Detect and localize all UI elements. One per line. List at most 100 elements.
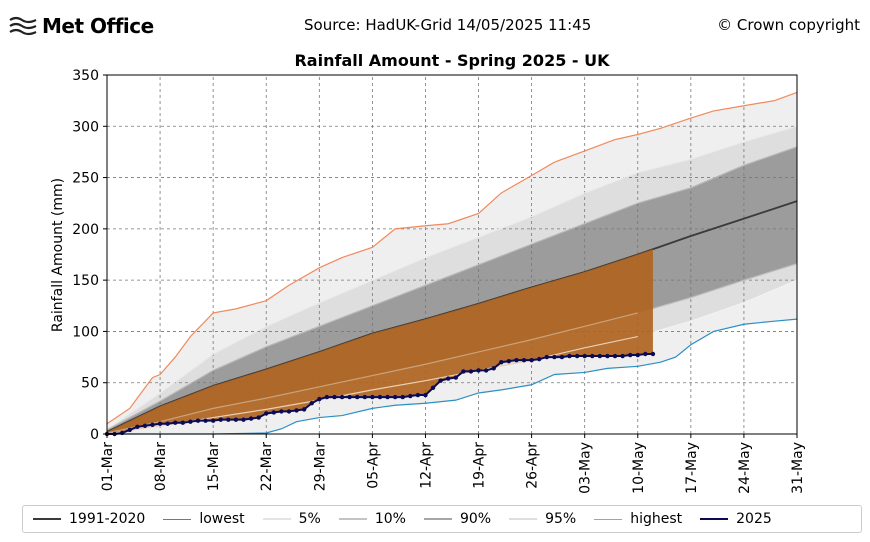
series-2025-point <box>248 416 254 421</box>
legend-label: highest <box>630 511 683 527</box>
series-2025-point <box>203 418 208 423</box>
series-2025-point <box>514 357 519 363</box>
series-2025-point <box>574 353 580 359</box>
series-2025-point <box>301 407 307 412</box>
series-2025-point <box>415 392 421 398</box>
x-tick-label: 01-Mar <box>100 442 116 492</box>
series-2025-point <box>552 354 557 360</box>
series-2025-point <box>461 369 466 374</box>
series-2025-point <box>544 354 549 360</box>
series-2025-point <box>279 409 284 414</box>
legend-label: lowest <box>199 511 245 527</box>
series-2025-point <box>582 353 587 359</box>
met-office-logo: Met Office <box>8 14 154 38</box>
series-2025-point <box>590 353 595 359</box>
x-tick-label: 26-Apr <box>525 442 541 489</box>
series-2025-point <box>529 357 534 363</box>
series-2025-point <box>643 351 648 357</box>
legend-label: 10% <box>374 511 406 527</box>
y-tick-label: 350 <box>72 68 99 84</box>
y-tick-label: 150 <box>72 273 99 289</box>
series-2025-point <box>256 415 261 420</box>
y-tick-label: 250 <box>72 171 99 187</box>
legend-swatch <box>33 518 61 520</box>
legend-item: 90% <box>423 511 492 527</box>
series-2025-point <box>150 422 155 427</box>
series-2025-point <box>377 394 383 400</box>
series-2025-point <box>370 394 375 400</box>
x-tick-label: 12-Apr <box>418 442 434 489</box>
legend-label: 1991-2020 <box>69 511 146 527</box>
legend-swatch <box>423 518 452 520</box>
series-2025-point <box>226 417 231 422</box>
legend: 1991-2020 lowest 5% 10% 90% 95% highest 2025 <box>22 505 862 533</box>
series-2025-point <box>612 353 618 359</box>
series-2025-point <box>536 356 542 362</box>
legend-label: 95% <box>545 511 577 527</box>
legend-swatch <box>700 518 729 520</box>
series-2025-point <box>355 394 360 400</box>
legend-label: 90% <box>459 511 492 527</box>
header: Met Office Source: HadUK-Grid 14/05/2025… <box>0 0 870 50</box>
series-2025-point <box>400 394 405 400</box>
series-2025-point <box>605 353 610 359</box>
x-tick-label: 31-May <box>790 442 806 494</box>
x-tick-label: 10-May <box>631 442 647 494</box>
series-2025-point <box>468 369 474 374</box>
legend-label: 5% <box>298 511 321 527</box>
legend-item: lowest <box>163 511 245 527</box>
series-2025-point <box>438 378 443 383</box>
legend-label: 2025 <box>736 511 772 527</box>
series-2025-point <box>650 351 656 357</box>
series-2025-point <box>135 424 140 430</box>
series-2025-point <box>635 352 640 358</box>
series-2025-point <box>119 430 125 436</box>
series-2025-point <box>241 417 246 422</box>
series-2025-point <box>476 368 481 373</box>
series-2025-point <box>453 375 458 380</box>
copyright-text: © Crown copyright <box>717 16 860 34</box>
series-2025-point <box>210 418 216 423</box>
series-highest <box>106 91 798 425</box>
y-tick-label: 200 <box>72 222 99 238</box>
legend-item: 10% <box>338 511 406 527</box>
legend-item: 2025 <box>700 511 772 527</box>
series-2025-point <box>317 396 322 402</box>
fill-below-average <box>107 249 653 434</box>
rainfall-chart: Rainfall Amount - Spring 2025 - UK 0 50 10… <box>50 51 806 494</box>
y-axis: 0 50 100 150 200 250 300 350 <box>72 68 107 443</box>
logo-icon <box>9 16 37 36</box>
legend-item: 5% <box>262 511 321 527</box>
series-2025-point <box>264 411 269 416</box>
x-tick-label: 05-Apr <box>365 442 381 489</box>
logo-text: Met Office <box>42 14 154 38</box>
legend-swatch <box>262 518 291 520</box>
y-tick-label: 50 <box>81 376 99 392</box>
legend-swatch <box>594 518 623 520</box>
series-2025-point <box>142 423 148 428</box>
series-2025-point <box>430 385 436 391</box>
chart-title: Rainfall Amount - Spring 2025 - UK <box>294 51 610 70</box>
legend-item: 1991-2020 <box>33 511 145 527</box>
series-2025-point <box>271 410 277 415</box>
series-2025-point <box>567 353 572 359</box>
series-95- <box>106 125 798 430</box>
series-2025-point <box>620 353 625 359</box>
series-2025-point <box>446 376 451 381</box>
x-tick-label: 17-May <box>684 442 700 494</box>
x-axis: 01-Mar 08-Mar 15-Mar 22-Mar 29-Mar 05-Apr 12-A… <box>100 434 806 494</box>
band-10-90 <box>107 146 797 433</box>
legend-item: 95% <box>509 511 576 527</box>
y-tick-label: 0 <box>90 427 99 443</box>
series-lowest <box>107 318 798 435</box>
series-2025-point <box>195 418 201 423</box>
series-2025-point <box>597 353 603 359</box>
x-tick-label: 24-May <box>737 442 753 494</box>
legend-swatch <box>163 518 192 520</box>
series-2025-point <box>339 394 345 400</box>
legend-swatch <box>509 518 538 520</box>
series-2025-point <box>499 360 504 365</box>
series-2025-point <box>332 394 337 400</box>
series-2025-point <box>218 417 223 422</box>
plot-frame <box>106 74 798 435</box>
